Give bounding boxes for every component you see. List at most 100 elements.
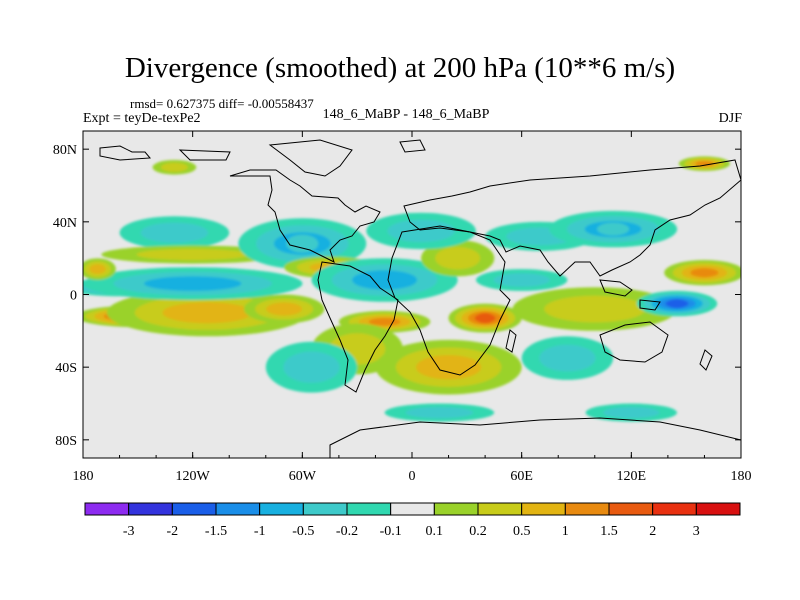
x-tick-label: 0 — [409, 469, 416, 484]
legend-level-label: 3 — [693, 524, 700, 539]
field-feature — [366, 212, 476, 250]
legend-level-label: -2 — [166, 524, 178, 539]
field-feature — [243, 294, 325, 324]
field-feature — [521, 336, 614, 380]
legend-swatch — [215, 502, 261, 516]
legend-level-label: 1.5 — [600, 524, 618, 539]
coastline-australia — [599, 321, 669, 363]
field-peak — [694, 268, 715, 278]
field-peak — [274, 303, 295, 315]
y-tick-label: 40S — [55, 361, 77, 376]
field-peak — [476, 313, 495, 324]
legend-level-label: -0.1 — [380, 524, 402, 539]
field-feature — [384, 403, 495, 422]
rmsd-diff-stats: rmsd= 0.627375 diff= -0.00558437 — [130, 96, 314, 111]
field-peak — [619, 409, 643, 416]
field-feature — [119, 216, 230, 250]
x-tick-label: 120W — [176, 469, 211, 484]
field-peak — [556, 350, 579, 366]
legend-swatch — [652, 502, 697, 516]
x-tick-label: 180 — [73, 469, 94, 484]
legend-swatch — [259, 502, 304, 516]
field-peak — [574, 301, 616, 317]
field-peak — [169, 251, 216, 258]
field-feature — [152, 160, 197, 175]
y-tick-label: 80S — [55, 434, 77, 449]
field-feature — [585, 403, 677, 422]
y-tick-label: 0 — [70, 289, 77, 304]
legend-swatch — [564, 502, 610, 516]
legend-swatch — [695, 502, 741, 516]
field-feature — [311, 258, 458, 302]
x-tick-label: 120E — [617, 469, 647, 484]
field-peak — [666, 299, 688, 309]
coastline-antarctica — [329, 417, 741, 458]
field-feature — [238, 218, 367, 269]
legend-level-label: 0.1 — [426, 524, 444, 539]
coastline-arctic-islands — [99, 139, 426, 161]
legend-swatch — [521, 502, 566, 516]
coastline-south-america — [317, 261, 399, 393]
field-peak — [425, 409, 454, 416]
season-label: DJF — [718, 111, 742, 126]
coastline-eurasia — [403, 159, 741, 277]
field-feature — [101, 245, 285, 264]
field-peak — [93, 265, 103, 273]
field-feature — [476, 269, 568, 291]
coastline-africa — [387, 225, 511, 376]
y-axis: 80N 40N 0 40S 80S — [53, 143, 741, 449]
x-tick-label: 60E — [510, 469, 533, 484]
x-axis: 180 120W 60W 0 60E 120E 180 — [73, 131, 752, 484]
field-peak — [430, 357, 467, 377]
coastline-layer — [99, 139, 741, 458]
field-peak — [168, 164, 180, 170]
run-comparison-label: 148_6_MaBP - 148_6_MaBP — [322, 107, 490, 122]
coastline-maritime-continent — [599, 279, 661, 311]
field-peak — [286, 234, 319, 253]
field-peak — [160, 227, 189, 239]
field-peak — [300, 358, 323, 377]
color-legend: -3 -2 -1.5 -1 -0.5 -0.2 -0.1 0.1 0.2 0.5 1 1.5 2 3 — [84, 502, 741, 539]
field-peak — [448, 251, 467, 265]
field-peak — [366, 272, 403, 288]
coastline-greenland — [268, 139, 353, 177]
coastline-madagascar — [505, 329, 517, 353]
field-feature — [421, 240, 495, 277]
field-feature — [83, 258, 116, 280]
plot-area — [82, 130, 742, 459]
legend-swatch — [84, 502, 130, 516]
legend-swatch — [302, 502, 348, 516]
field-peak — [345, 340, 369, 358]
x-tick-label: 60W — [289, 469, 317, 484]
legend-level-label: 0.5 — [513, 524, 531, 539]
coastline-new-zealand — [699, 349, 713, 371]
legend-level-label: -3 — [123, 524, 135, 539]
legend-level-label: -0.2 — [336, 524, 358, 539]
legend-level-label: -1 — [254, 524, 266, 539]
experiment-label: Expt = teyDe-texPe2 — [83, 111, 201, 126]
legend-swatch — [608, 502, 654, 516]
field-peak — [373, 318, 396, 326]
field-feature — [678, 156, 731, 171]
field-feature — [664, 260, 741, 286]
x-tick-label: 180 — [731, 469, 752, 484]
legend-level-label: 0.2 — [469, 524, 487, 539]
field-feature — [375, 339, 522, 395]
legend-swatch — [477, 502, 523, 516]
y-tick-label: 80N — [53, 143, 77, 158]
field-feature — [512, 287, 678, 331]
field-feature — [448, 303, 522, 333]
legend-swatch — [346, 502, 392, 516]
legend-swatch — [433, 502, 479, 516]
legend-level-label: -1.5 — [205, 524, 227, 539]
field-feature — [83, 267, 303, 300]
field-peak — [510, 276, 534, 284]
field-peak — [182, 304, 233, 322]
field-peak — [597, 222, 630, 236]
field-feature — [265, 341, 358, 393]
legend-level-label: -0.5 — [292, 524, 314, 539]
chart-title: Divergence (smoothed) at 200 hPa (10**6 … — [124, 52, 676, 84]
divergence-field-layer — [83, 156, 741, 422]
coastline-north-america — [229, 169, 381, 263]
